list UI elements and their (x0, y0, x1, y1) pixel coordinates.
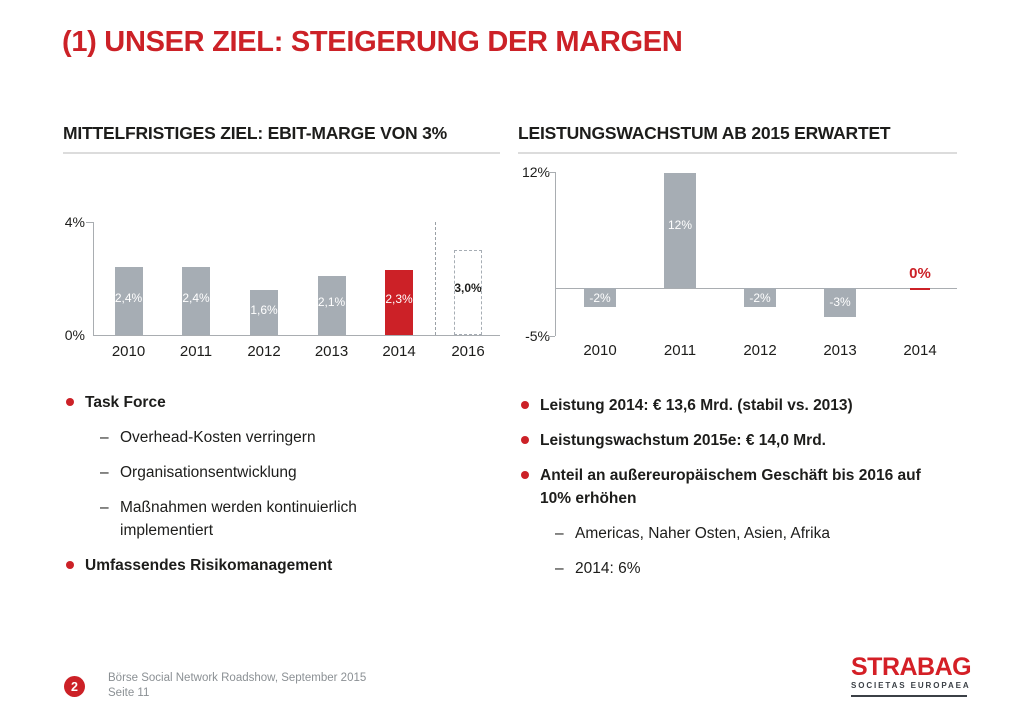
bullet-organisation: Organisationsentwicklung (63, 461, 453, 484)
left-chart-title: MITTELFRISTIGES ZIEL: EBIT-MARGE VON 3% (63, 123, 500, 154)
slide-title: (1) UNSER ZIEL: STEIGERUNG DER MARGEN (62, 26, 683, 58)
bar-2010 (584, 288, 616, 308)
bar-value-label: 2,4% (182, 290, 210, 305)
bullet-leistung-2014: Leistung 2014: € 13,6 Mrd. (stabil vs. 2… (518, 394, 930, 417)
bar-2011 (664, 172, 696, 288)
y-axis-tick-top (548, 172, 555, 173)
bullet-anteil-aussereuropaeisch: Anteil an außereuropäischem Geschäft bis… (518, 464, 930, 510)
bullet-regions: Americas, Naher Osten, Asien, Afrika (518, 522, 930, 545)
bar-2016 (454, 250, 482, 335)
bullet-massnahmen: Maßnahmen werden kontinuierlich implemen… (63, 496, 453, 542)
page-number-badge: 2 (64, 676, 85, 697)
right-bullet-list: Leistung 2014: € 13,6 Mrd. (stabil vs. 2… (518, 394, 930, 592)
category-label: 2014 (903, 342, 937, 359)
bullet-overhead: Overhead-Kosten verringern (63, 426, 453, 449)
bar-2014 (385, 270, 413, 335)
bar-value-label: 2,4% (114, 290, 143, 305)
category-label: 2014 (382, 343, 416, 360)
category-label: 2011 (179, 343, 213, 360)
bar-2012 (250, 289, 278, 335)
x-axis-line (93, 335, 500, 336)
strabag-logo-box: STRABAG SOCIETAS EUROPAEA (851, 653, 972, 697)
category-label: 2010 (583, 342, 617, 359)
bar-2013 (824, 288, 856, 317)
bar-value-label: 12% (667, 217, 693, 232)
footer-text: Börse Social Network Roadshow, September… (108, 671, 366, 701)
bar-value-label: 2,1% (317, 295, 346, 310)
category-label: 2012 (247, 343, 281, 360)
category-label: 2012 (743, 342, 777, 359)
bar-value-label: 3,0% (454, 281, 482, 296)
y-axis-tick-bottom (548, 336, 555, 337)
bar-value-label: -2% (749, 290, 771, 305)
output-growth-chart: 12% -5% 0% -2% 2010 12% 2011 -2% 2012 -3% 2013 2… (518, 160, 957, 370)
ebit-margin-chart: 4% 0% 2,4% 2010 2,4% 2011 1,6% 2012 2,1% 2013 2,… (63, 205, 500, 370)
strabag-logo-wordmark: STRABAG (851, 653, 972, 681)
y-axis-tick-label-top: 4% (64, 214, 85, 230)
left-bullet-list: Task Force Overhead-Kosten verringern Or… (63, 391, 453, 589)
y-axis-tick-label-top: 12% (521, 164, 550, 180)
strabag-logo: STRABAG SOCIETAS EUROPAEA (851, 653, 972, 697)
bullet-task-force: Task Force (63, 391, 453, 414)
bar-value-label: 1,6% (250, 303, 278, 318)
bar-2011 (182, 267, 210, 335)
bar-value-label: -2% (589, 290, 611, 305)
category-label: 2013 (314, 343, 349, 360)
y-axis-line (93, 222, 94, 335)
y-axis-tick (86, 222, 93, 223)
bar-value-label: -3% (829, 295, 851, 310)
bar-2014 (910, 288, 930, 290)
bar-value-label: 2,3% (385, 292, 413, 307)
category-label: 2016 (451, 343, 485, 360)
footer-line-1: Börse Social Network Roadshow, September… (108, 672, 367, 684)
category-label: 2010 (111, 343, 146, 360)
forecast-separator-line (435, 222, 436, 335)
category-label: 2013 (823, 342, 857, 359)
y-axis-tick-label-bottom: 0% (64, 327, 85, 343)
footer-line-2: Seite 11 (108, 687, 150, 699)
bar-2010 (114, 267, 143, 335)
bullet-risikomanagement: Umfassendes Risikomanagement (63, 554, 453, 577)
bar-2013 (317, 275, 346, 335)
right-chart-title: LEISTUNGSWACHSTUM AB 2015 ERWARTET (518, 123, 957, 154)
y-axis-tick-label-bottom: -5% (525, 328, 550, 344)
bar-2012 (744, 288, 776, 308)
bullet-leistungswachstum-2015e: Leistungswachstum 2015e: € 14,0 Mrd. (518, 429, 930, 452)
bullet-2014-6pct: 2014: 6% (518, 557, 930, 580)
y-axis-line (555, 172, 556, 336)
zero-value-label: 0% (909, 265, 931, 282)
category-label: 2011 (663, 342, 697, 359)
strabag-logo-subtitle: SOCIETAS EUROPAEA (851, 681, 971, 690)
